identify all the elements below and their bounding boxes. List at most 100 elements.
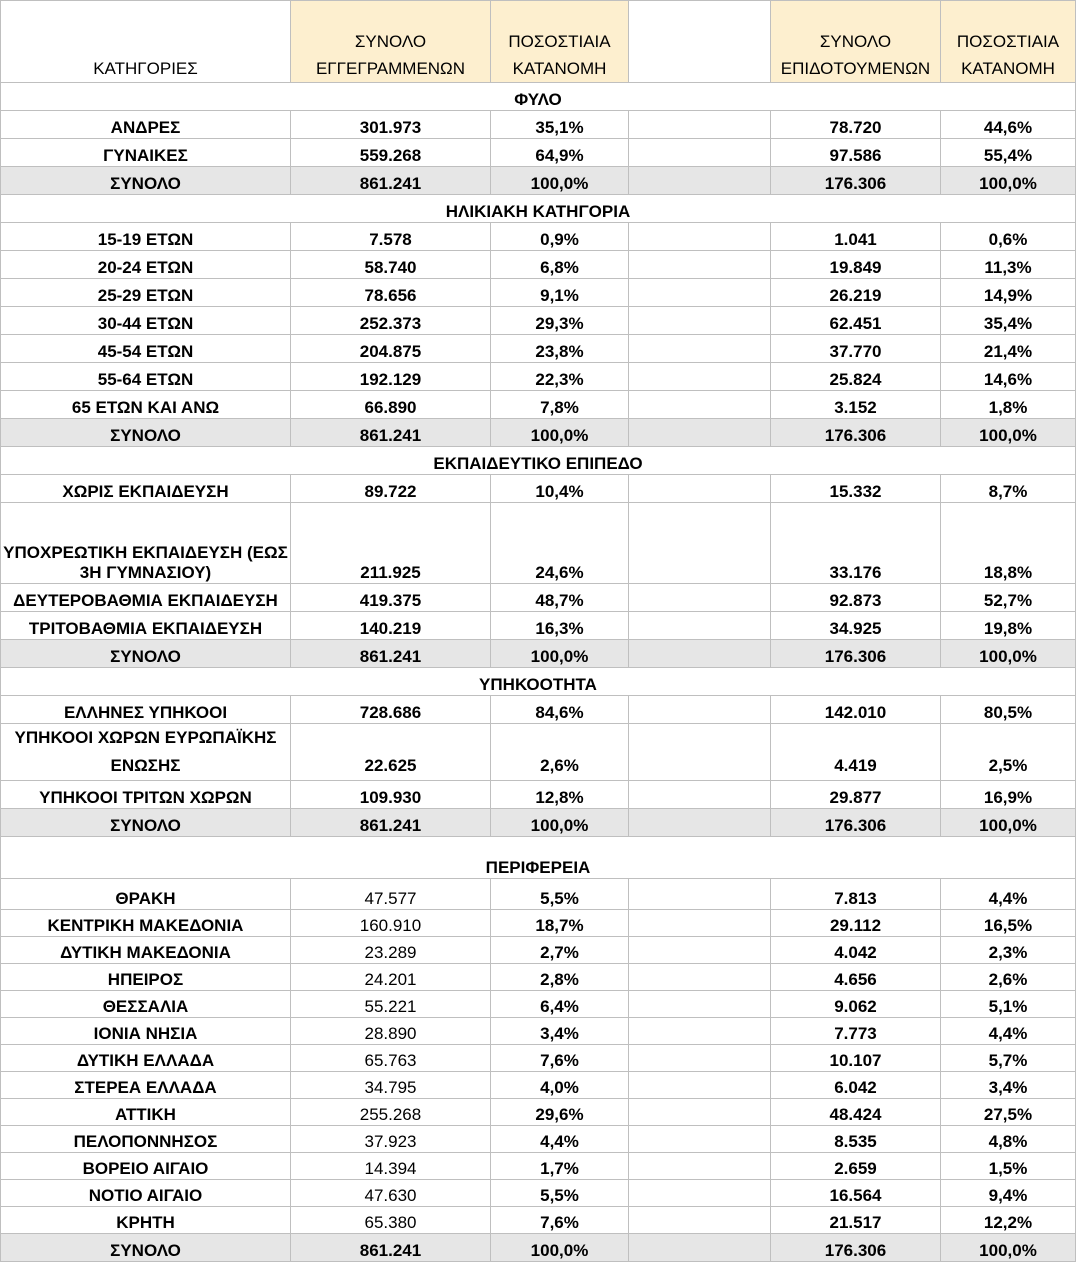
pct-subsidized-cell: 5,7% bbox=[940, 1044, 1076, 1072]
table-row: ΔΕΥΤΕΡΟΒΑΘΜΙΑ ΕΚΠΑΙΔΕΥΣΗ 419.375 48,7% 92.8… bbox=[0, 583, 1076, 612]
subsidized-cell: 97.586 bbox=[770, 138, 941, 167]
spacer-cell bbox=[628, 963, 771, 991]
table-row: 55-64 ΕΤΩΝ 192.129 22,3% 25.824 14,6% bbox=[0, 362, 1076, 391]
pct-registered-cell: 6,8% bbox=[490, 250, 629, 279]
subsidized-cell: 10.107 bbox=[770, 1044, 941, 1072]
table-row: ΥΠΗΚΟΟΙ ΤΡΙΤΩΝ ΧΩΡΩΝ 109.930 12,8% 29.877 16… bbox=[0, 780, 1076, 809]
subsidized-cell: 37.770 bbox=[770, 334, 941, 363]
section-title-row: ΥΠΗΚΟΟΤΗΤΑ bbox=[0, 667, 1076, 696]
table-row: ΑΤΤΙΚΗ 255.268 29,6% 48.424 27,5% bbox=[0, 1098, 1076, 1126]
spacer-cell bbox=[628, 1179, 771, 1207]
pct-subsidized-cell: 4,8% bbox=[940, 1125, 1076, 1153]
pct-subsidized-cell: 16,9% bbox=[940, 780, 1076, 809]
pct-subsidized-cell: 9,4% bbox=[940, 1179, 1076, 1207]
spacer-cell bbox=[628, 878, 771, 910]
table-row: 30-44 ΕΤΩΝ 252.373 29,3% 62.451 35,4% bbox=[0, 306, 1076, 335]
header-spacer bbox=[628, 0, 771, 83]
spacer-cell bbox=[628, 695, 771, 724]
header-pct1-line2: ΚΑΤΑΝΟΜΗ bbox=[512, 59, 607, 78]
spacer-cell bbox=[628, 611, 771, 640]
table-row: 65 ΕΤΩΝ ΚΑΙ ΑΝΩ 66.890 7,8% 3.152 1,8% bbox=[0, 390, 1076, 419]
subsidized-cell: 62.451 bbox=[770, 306, 941, 335]
spacer-cell bbox=[628, 278, 771, 307]
spacer-cell bbox=[628, 1206, 771, 1234]
table-row: 20-24 ΕΤΩΝ 58.740 6,8% 19.849 11,3% bbox=[0, 250, 1076, 279]
table-row: 25-29 ΕΤΩΝ 78.656 9,1% 26.219 14,9% bbox=[0, 278, 1076, 307]
table-row: ΔΥΤΙΚΗ ΕΛΛΑΔΑ 65.763 7,6% 10.107 5,7% bbox=[0, 1044, 1076, 1072]
category-cell: ΚΡΗΤΗ bbox=[0, 1206, 291, 1234]
category-cell: ΝΟΤΙΟ ΑΙΓΑΙΟ bbox=[0, 1179, 291, 1207]
pct-subsidized-cell: 100,0% bbox=[940, 1233, 1076, 1262]
pct-subsidized-cell: 3,4% bbox=[940, 1071, 1076, 1099]
pct-subsidized-cell: 100,0% bbox=[940, 808, 1076, 837]
category-cell: ΒΟΡΕΙΟ ΑΙΓΑΙΟ bbox=[0, 1152, 291, 1180]
category-cell: ΥΠΗΚΟΟΙ ΧΩΡΩΝ ΕΥΡΩΠΑΪΚΗΣ ΕΝΩΣΗΣ bbox=[0, 723, 291, 781]
pct-subsidized-cell: 100,0% bbox=[940, 639, 1076, 668]
spacer-cell bbox=[628, 808, 771, 837]
header-subsidized: ΣΥΝΟΛΟ ΕΠΙΔΟΤΟΥΜΕΝΩΝ bbox=[770, 0, 941, 83]
registered-cell: 14.394 bbox=[290, 1152, 491, 1180]
pct-subsidized-cell: 44,6% bbox=[940, 110, 1076, 139]
spacer-cell bbox=[628, 166, 771, 195]
subsidized-cell: 7.813 bbox=[770, 878, 941, 910]
registered-cell: 24.201 bbox=[290, 963, 491, 991]
pct-registered-cell: 4,0% bbox=[490, 1071, 629, 1099]
category-cell: ΤΡΙΤΟΒΑΘΜΙΑ ΕΚΠΑΙΔΕΥΣΗ bbox=[0, 611, 291, 640]
subsidized-cell: 176.306 bbox=[770, 418, 941, 447]
registered-cell: 861.241 bbox=[290, 1233, 491, 1262]
pct-registered-cell: 29,3% bbox=[490, 306, 629, 335]
table-row: 15-19 ΕΤΩΝ 7.578 0,9% 1.041 0,6% bbox=[0, 222, 1076, 251]
spacer-cell bbox=[628, 1017, 771, 1045]
category-cell: 55-64 ΕΤΩΝ bbox=[0, 362, 291, 391]
category-cell: ΕΛΛΗΝΕΣ ΥΠΗΚΟΟΙ bbox=[0, 695, 291, 724]
category-cell: ΑΝΔΡΕΣ bbox=[0, 110, 291, 139]
pct-registered-cell: 7,6% bbox=[490, 1044, 629, 1072]
subsidized-cell: 142.010 bbox=[770, 695, 941, 724]
subsidized-cell: 8.535 bbox=[770, 1125, 941, 1153]
table-row: ΠΕΛΟΠΟΝΝΗΣΟΣ 37.923 4,4% 8.535 4,8% bbox=[0, 1125, 1076, 1153]
table-row: ΓΥΝΑΙΚΕΣ 559.268 64,9% 97.586 55,4% bbox=[0, 138, 1076, 167]
subsidized-cell: 15.332 bbox=[770, 474, 941, 503]
registered-cell: 89.722 bbox=[290, 474, 491, 503]
registered-cell: 78.656 bbox=[290, 278, 491, 307]
section-title-row: ΦΥΛΟ bbox=[0, 82, 1076, 111]
pct-subsidized-cell: 8,7% bbox=[940, 474, 1076, 503]
pct-registered-cell: 100,0% bbox=[490, 1233, 629, 1262]
subsidized-cell: 176.306 bbox=[770, 166, 941, 195]
spacer-cell bbox=[628, 1098, 771, 1126]
pct-subsidized-cell: 100,0% bbox=[940, 418, 1076, 447]
pct-subsidized-cell: 0,6% bbox=[940, 222, 1076, 251]
subsidized-cell: 33.176 bbox=[770, 502, 941, 584]
section-title-row: ΠΕΡΙΦΕΡΕΙΑ bbox=[0, 836, 1076, 879]
registered-cell: 22.625 bbox=[290, 723, 491, 781]
pct-subsidized-cell: 52,7% bbox=[940, 583, 1076, 612]
subsidized-cell: 2.659 bbox=[770, 1152, 941, 1180]
pct-registered-cell: 9,1% bbox=[490, 278, 629, 307]
header-pct2-line2: ΚΑΤΑΝΟΜΗ bbox=[961, 59, 1055, 78]
table-row: ΚΡΗΤΗ 65.380 7,6% 21.517 12,2% bbox=[0, 1206, 1076, 1234]
pct-registered-cell: 84,6% bbox=[490, 695, 629, 724]
spacer-cell bbox=[628, 639, 771, 668]
registered-cell: 301.973 bbox=[290, 110, 491, 139]
registered-cell: 47.577 bbox=[290, 878, 491, 910]
registered-cell: 109.930 bbox=[290, 780, 491, 809]
table-row: ΥΠΗΚΟΟΙ ΧΩΡΩΝ ΕΥΡΩΠΑΪΚΗΣ ΕΝΩΣΗΣ 22.625 2,6… bbox=[0, 723, 1076, 781]
header-categories: ΚΑΤΗΓΟΡΙΕΣ bbox=[0, 0, 291, 83]
subsidized-cell: 3.152 bbox=[770, 390, 941, 419]
registered-cell: 140.219 bbox=[290, 611, 491, 640]
spacer-cell bbox=[628, 583, 771, 612]
spacer-cell bbox=[628, 780, 771, 809]
registered-cell: 861.241 bbox=[290, 418, 491, 447]
spacer-cell bbox=[628, 138, 771, 167]
spacer-cell bbox=[628, 723, 771, 781]
registered-cell: 728.686 bbox=[290, 695, 491, 724]
pct-subsidized-cell: 4,4% bbox=[940, 1017, 1076, 1045]
pct-registered-cell: 22,3% bbox=[490, 362, 629, 391]
pct-subsidized-cell: 27,5% bbox=[940, 1098, 1076, 1126]
category-cell: ΣΥΝΟΛΟ bbox=[0, 418, 291, 447]
category-cell: ΓΥΝΑΙΚΕΣ bbox=[0, 138, 291, 167]
table-row: 45-54 ΕΤΩΝ 204.875 23,8% 37.770 21,4% bbox=[0, 334, 1076, 363]
pct-registered-cell: 24,6% bbox=[490, 502, 629, 584]
subsidized-cell: 78.720 bbox=[770, 110, 941, 139]
